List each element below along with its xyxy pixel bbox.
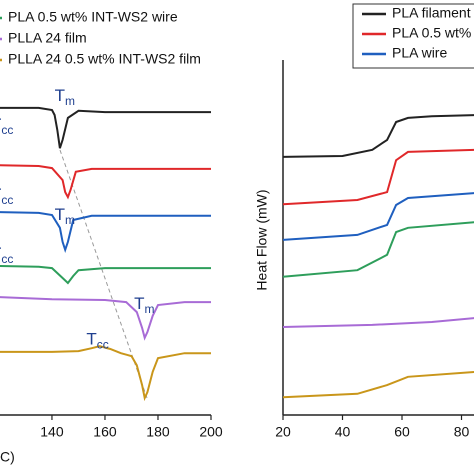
annotation-main: T	[55, 205, 65, 224]
x-tick-label: 180	[146, 424, 170, 440]
annotation-main: T	[134, 295, 144, 314]
annotation: Tcc	[0, 116, 13, 138]
annotation: Tm	[134, 295, 154, 317]
x-tick-label: 200	[199, 424, 223, 440]
annotation-sub: cc	[97, 337, 109, 351]
curve	[0, 296, 211, 341]
x-tick-label: 60	[394, 424, 410, 440]
curve	[0, 211, 211, 253]
legend-label: PLA 0.5 wt% INT-WS2 wire	[8, 9, 178, 25]
x-axis-label: C)	[0, 449, 15, 465]
annotation-sub: m	[145, 302, 155, 316]
x-tick-label: 160	[93, 424, 117, 440]
y-axis-label: Heat Flow (mW)	[254, 189, 270, 290]
annotation: Tcc	[86, 330, 108, 352]
annotation: Tcc	[0, 185, 13, 207]
curve	[282, 114, 474, 158]
annotation-sub: cc	[1, 123, 13, 137]
legend-label: PLA 0.5 wt%	[392, 25, 471, 41]
annotation-sub: cc	[1, 252, 13, 266]
legend-label: PLLA 24 0.5 wt% INT-WS2 film	[8, 51, 201, 67]
annotation-main: T	[0, 185, 1, 204]
curve	[0, 164, 211, 200]
x-tick-label: 80	[454, 424, 470, 440]
curve	[282, 192, 474, 241]
annotation: Tm	[55, 205, 75, 227]
legend-label: PLA filament	[392, 5, 471, 21]
curve	[0, 265, 211, 285]
legend-label: PLA wire	[392, 45, 447, 61]
curve	[282, 317, 474, 328]
curve	[0, 106, 211, 149]
curve	[282, 221, 474, 278]
curve	[282, 148, 474, 206]
annotation: Tcc	[0, 244, 13, 266]
legend-label: PLLA 24 film	[8, 30, 87, 46]
annotation-main: T	[86, 330, 96, 349]
x-tick-label: 20	[275, 424, 291, 440]
annotation-sub: m	[65, 94, 75, 108]
annotation-main: T	[0, 244, 1, 263]
annotation-main: T	[0, 116, 1, 135]
curve	[0, 345, 211, 402]
annotation: Tm	[55, 87, 75, 109]
x-tick-label: 140	[40, 424, 64, 440]
annotation-sub: cc	[1, 193, 13, 207]
curve	[282, 370, 474, 399]
annotation-sub: m	[65, 213, 75, 227]
annotation-main: T	[55, 87, 65, 106]
x-tick-label: 40	[335, 424, 351, 440]
